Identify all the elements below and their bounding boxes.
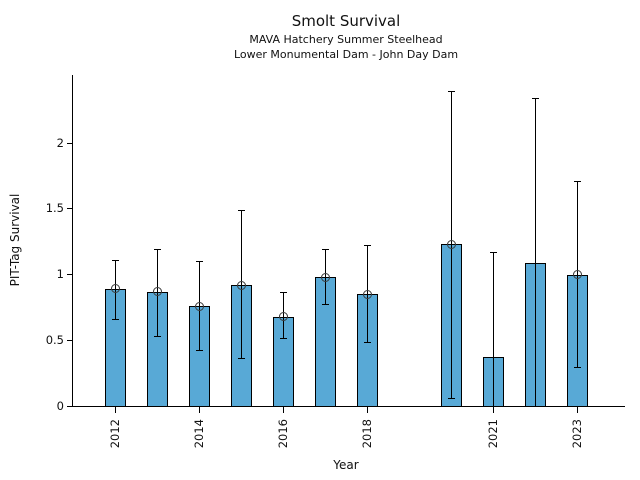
point-marker-2015 [236, 280, 246, 290]
error-cap-bottom-2013 [153, 335, 161, 337]
error-cap-bottom-2015 [237, 358, 245, 360]
chart-subtitle-line2: Lower Monumental Dam - John Day Dam [233, 48, 459, 61]
point-marker-2014 [194, 301, 204, 311]
point-marker-2013 [152, 287, 162, 297]
x-tick-label-2012: 2012 [107, 419, 122, 449]
error-cap-top-2013 [153, 249, 161, 250]
y-tick-0.5 [67, 339, 73, 341]
x-tick-2014 [198, 407, 200, 413]
y-tick-0 [67, 405, 73, 407]
y-tick-1 [67, 274, 73, 275]
y-tick-label-0.5: 0.5 [45, 332, 64, 347]
error-cap-top-2016 [279, 292, 287, 294]
x-tick-label-2021: 2021 [485, 419, 500, 449]
point-marker-2017 [320, 272, 330, 282]
error-cap-top-2020 [447, 91, 455, 93]
error-cap-bottom-2020 [447, 397, 455, 399]
x-tick-label-2018: 2018 [359, 419, 374, 449]
point-marker-2018 [362, 289, 372, 299]
y-tick-label-1: 1 [56, 267, 64, 281]
error-cap-bottom-2023 [573, 367, 581, 369]
y-tick-2 [67, 142, 73, 144]
point-marker-2023 [572, 270, 582, 279]
x-tick-2018 [366, 407, 368, 413]
y-tick-label-2: 2 [56, 135, 64, 150]
error-bar-2021 [492, 252, 494, 406]
error-cap-top-2023 [573, 180, 581, 182]
x-tick-2016 [282, 407, 284, 413]
error-cap-top-2017 [321, 249, 329, 250]
error-cap-top-2014 [195, 260, 203, 262]
error-cap-top-2021 [489, 251, 497, 253]
x-tick-label-2023: 2023 [569, 419, 584, 449]
error-cap-top-2015 [237, 209, 245, 211]
point-marker-2012 [110, 284, 120, 294]
error-cap-top-2018 [363, 245, 371, 247]
x-axis-label: Year [333, 458, 359, 472]
point-marker-2020 [446, 239, 456, 249]
x-tick-2021 [492, 407, 494, 413]
chart-title: Smolt Survival [291, 12, 401, 30]
y-axis-label: PIT-Tag Survival [8, 193, 22, 287]
y-axis-spine [72, 75, 73, 407]
x-tick-2023 [576, 407, 578, 413]
error-bar-2022 [534, 98, 536, 406]
x-tick-label-2014: 2014 [191, 419, 206, 449]
error-cap-bottom-2016 [279, 338, 287, 340]
y-tick-1.5 [67, 208, 73, 210]
error-cap-top-2022 [531, 97, 539, 99]
error-cap-bottom-2012 [111, 318, 119, 320]
x-tick-2012 [114, 407, 116, 413]
x-axis-spine [72, 406, 625, 407]
chart-subtitle-line1: MAVA Hatchery Summer Steelhead [249, 33, 443, 46]
error-cap-bottom-2018 [363, 342, 371, 344]
error-cap-bottom-2017 [321, 304, 329, 306]
y-tick-label-1.5: 1.5 [45, 201, 64, 216]
error-cap-bottom-2014 [195, 350, 203, 352]
y-tick-label-0: 0 [56, 398, 64, 413]
point-marker-2016 [278, 312, 288, 322]
x-tick-label-2016: 2016 [275, 419, 290, 449]
error-cap-top-2012 [111, 259, 119, 261]
